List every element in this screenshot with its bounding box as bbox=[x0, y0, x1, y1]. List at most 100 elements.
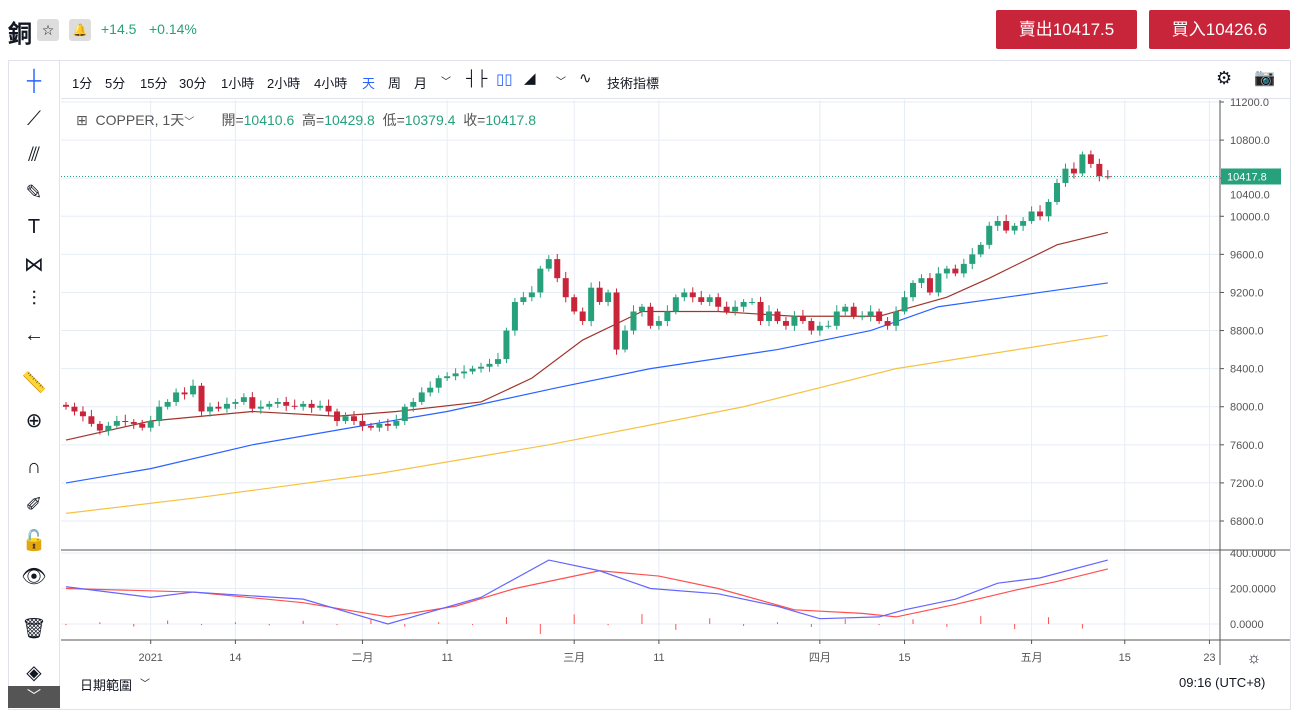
brush-icon[interactable]: ✎ bbox=[25, 182, 43, 204]
candle-body bbox=[1011, 225, 1018, 231]
eye-icon[interactable]: 👁 bbox=[21, 566, 47, 588]
candle-body bbox=[833, 311, 840, 326]
interval-1m[interactable]: 1分 bbox=[72, 76, 93, 91]
fib-icon[interactable]: ⫻ bbox=[28, 144, 40, 166]
candle-body bbox=[478, 366, 485, 369]
interval-15m[interactable]: 15分 bbox=[140, 76, 168, 91]
ma-mid-line bbox=[65, 282, 1108, 484]
axis-settings-icon[interactable]: ☼ bbox=[1247, 650, 1262, 667]
star-icon[interactable]: ☆ bbox=[37, 19, 59, 41]
candle-body bbox=[376, 423, 383, 428]
candle-body bbox=[698, 297, 705, 302]
candle-body bbox=[181, 392, 188, 395]
pattern-icon[interactable]: ⋈ bbox=[24, 254, 44, 276]
interval-1h[interactable]: 1小時 bbox=[221, 76, 255, 91]
candle-body bbox=[579, 311, 586, 322]
interval-4h[interactable]: 4小時 bbox=[314, 76, 348, 91]
interval-week[interactable]: 周 bbox=[388, 76, 402, 91]
candle-body bbox=[613, 292, 620, 350]
candle-body bbox=[300, 403, 307, 407]
open-label: 開= bbox=[221, 112, 244, 128]
settings-gear-icon[interactable]: ⚙ bbox=[1216, 68, 1233, 88]
symbol-chevron-icon[interactable]: ﹀ bbox=[184, 117, 195, 128]
interval-30m[interactable]: 30分 bbox=[179, 76, 207, 91]
open-value: 10410.6 bbox=[243, 112, 295, 128]
candle-chart-icon[interactable]: ▯▯ bbox=[496, 71, 513, 88]
candle-body bbox=[249, 397, 256, 409]
candle-body bbox=[469, 368, 476, 372]
candle-body bbox=[664, 311, 671, 322]
candle-body bbox=[935, 273, 942, 293]
last-price-label: 10417.8 bbox=[1227, 171, 1267, 183]
lock-drawing-icon[interactable]: ✐ bbox=[25, 494, 43, 516]
interval-1d[interactable]: 天 bbox=[362, 76, 376, 91]
candle-body bbox=[410, 401, 417, 407]
indicators-button[interactable]: 技術指標 bbox=[607, 76, 660, 91]
candle-body bbox=[342, 416, 349, 422]
candle-body bbox=[156, 406, 163, 422]
candle-body bbox=[325, 405, 332, 412]
price-tick-label: 7600.0 bbox=[1230, 440, 1264, 452]
trend-line-icon[interactable]: ⟋ bbox=[27, 108, 41, 130]
candle-body bbox=[266, 403, 273, 407]
layers-icon[interactable]: ◈ bbox=[26, 662, 42, 684]
time-tick-label: 四月 bbox=[809, 652, 831, 664]
candle-body bbox=[893, 311, 900, 326]
candle-body bbox=[122, 421, 129, 423]
time-tick-label: 11 bbox=[653, 652, 664, 664]
bar-chart-icon[interactable]: ┤├ bbox=[466, 70, 488, 87]
candle-body bbox=[655, 321, 662, 326]
candle-body bbox=[537, 268, 544, 293]
indicators-icon[interactable]: ∿ bbox=[579, 70, 592, 87]
candle-body bbox=[926, 278, 933, 293]
crosshair-icon[interactable]: ┼ bbox=[26, 70, 42, 92]
candle-body bbox=[520, 297, 527, 302]
candle-body bbox=[1070, 168, 1077, 174]
area-chart-icon[interactable]: ◢ bbox=[524, 70, 536, 87]
unlock-icon[interactable]: 🔓 bbox=[21, 530, 47, 552]
sell-button[interactable]: 賣出10417.5 bbox=[996, 10, 1137, 49]
legend-expand-icon[interactable]: ⊞ bbox=[76, 112, 88, 128]
interval-5m[interactable]: 5分 bbox=[105, 76, 126, 91]
candle-body bbox=[799, 316, 806, 322]
candle-body bbox=[706, 297, 713, 302]
text-icon[interactable]: T bbox=[27, 216, 41, 238]
timezone-clock[interactable]: 09:16 (UTC+8) bbox=[1179, 675, 1266, 690]
date-range-button[interactable]: 日期範圍 bbox=[80, 678, 133, 693]
candle-body bbox=[147, 421, 154, 428]
ruler-icon[interactable]: 📏 bbox=[21, 372, 47, 394]
candle-body bbox=[681, 292, 688, 298]
candle-body bbox=[401, 406, 408, 422]
back-arrow-icon[interactable]: ← bbox=[24, 324, 44, 346]
candle-body bbox=[105, 425, 112, 431]
candle-body bbox=[588, 287, 595, 322]
candle-body bbox=[876, 311, 883, 322]
legend-symbol[interactable]: COPPER, 1天 bbox=[95, 112, 185, 128]
price-tick-label: 7200.0 bbox=[1230, 478, 1264, 490]
chart-type-chevron-icon[interactable]: ﹀ bbox=[556, 77, 566, 88]
candle-body bbox=[732, 306, 739, 312]
candle-body bbox=[190, 385, 197, 395]
candle-body bbox=[842, 306, 849, 312]
magnet-icon[interactable]: ∩ bbox=[26, 456, 42, 478]
candle-body bbox=[393, 421, 400, 426]
candle-body bbox=[867, 311, 874, 317]
bell-icon[interactable]: 🔔 bbox=[69, 19, 91, 41]
candle-body bbox=[139, 423, 146, 428]
buy-button[interactable]: 買入10426.6 bbox=[1149, 10, 1290, 49]
candle-body bbox=[274, 401, 281, 404]
interval-month[interactable]: 月 bbox=[414, 76, 428, 91]
collapse-chevron-icon[interactable]: ﹀ bbox=[8, 686, 60, 708]
date-range-chevron-icon[interactable]: ﹀ bbox=[140, 679, 150, 690]
trash-icon[interactable]: 🗑 bbox=[21, 618, 47, 640]
price-change: +14.5 bbox=[101, 21, 137, 37]
camera-icon[interactable]: 📷 bbox=[1254, 68, 1276, 87]
measure-lines-icon[interactable]: ⫶ bbox=[31, 288, 37, 310]
interval-2h[interactable]: 2小時 bbox=[267, 76, 301, 91]
candle-body bbox=[384, 423, 391, 426]
zoom-in-icon[interactable]: ⊕ bbox=[25, 410, 43, 432]
candle-body bbox=[808, 321, 815, 331]
interval-dropdown-chevron-icon[interactable]: ﹀ bbox=[441, 77, 451, 88]
candle-body bbox=[1062, 168, 1069, 183]
